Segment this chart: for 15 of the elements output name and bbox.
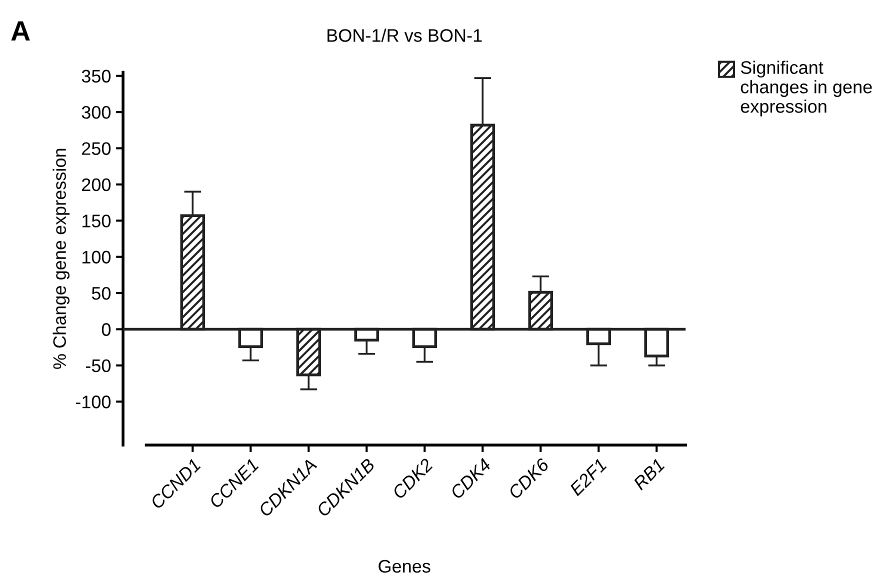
y-tick-label: 100: [82, 250, 111, 264]
y-tick-label: 0: [102, 323, 111, 336]
legend-label: Significant changes in gene expression: [740, 60, 872, 116]
y-tick-label: 200: [82, 178, 111, 192]
y-tick-label: 250: [82, 142, 111, 155]
y-tick-label: 50: [92, 286, 111, 300]
x-axis-title: Genes: [378, 560, 430, 573]
y-tick-label: -100: [76, 396, 111, 408]
y-axis-title: % Change gene expression: [52, 148, 70, 369]
y-tick-label: 150: [82, 214, 111, 228]
text: A: [11, 21, 30, 40]
y-tick-label: 350: [82, 70, 111, 83]
chart-title: BON-1/R vs BON-1: [328, 28, 482, 42]
y-tick-label: 300: [82, 106, 111, 119]
y-tick-label: -50: [86, 359, 111, 372]
